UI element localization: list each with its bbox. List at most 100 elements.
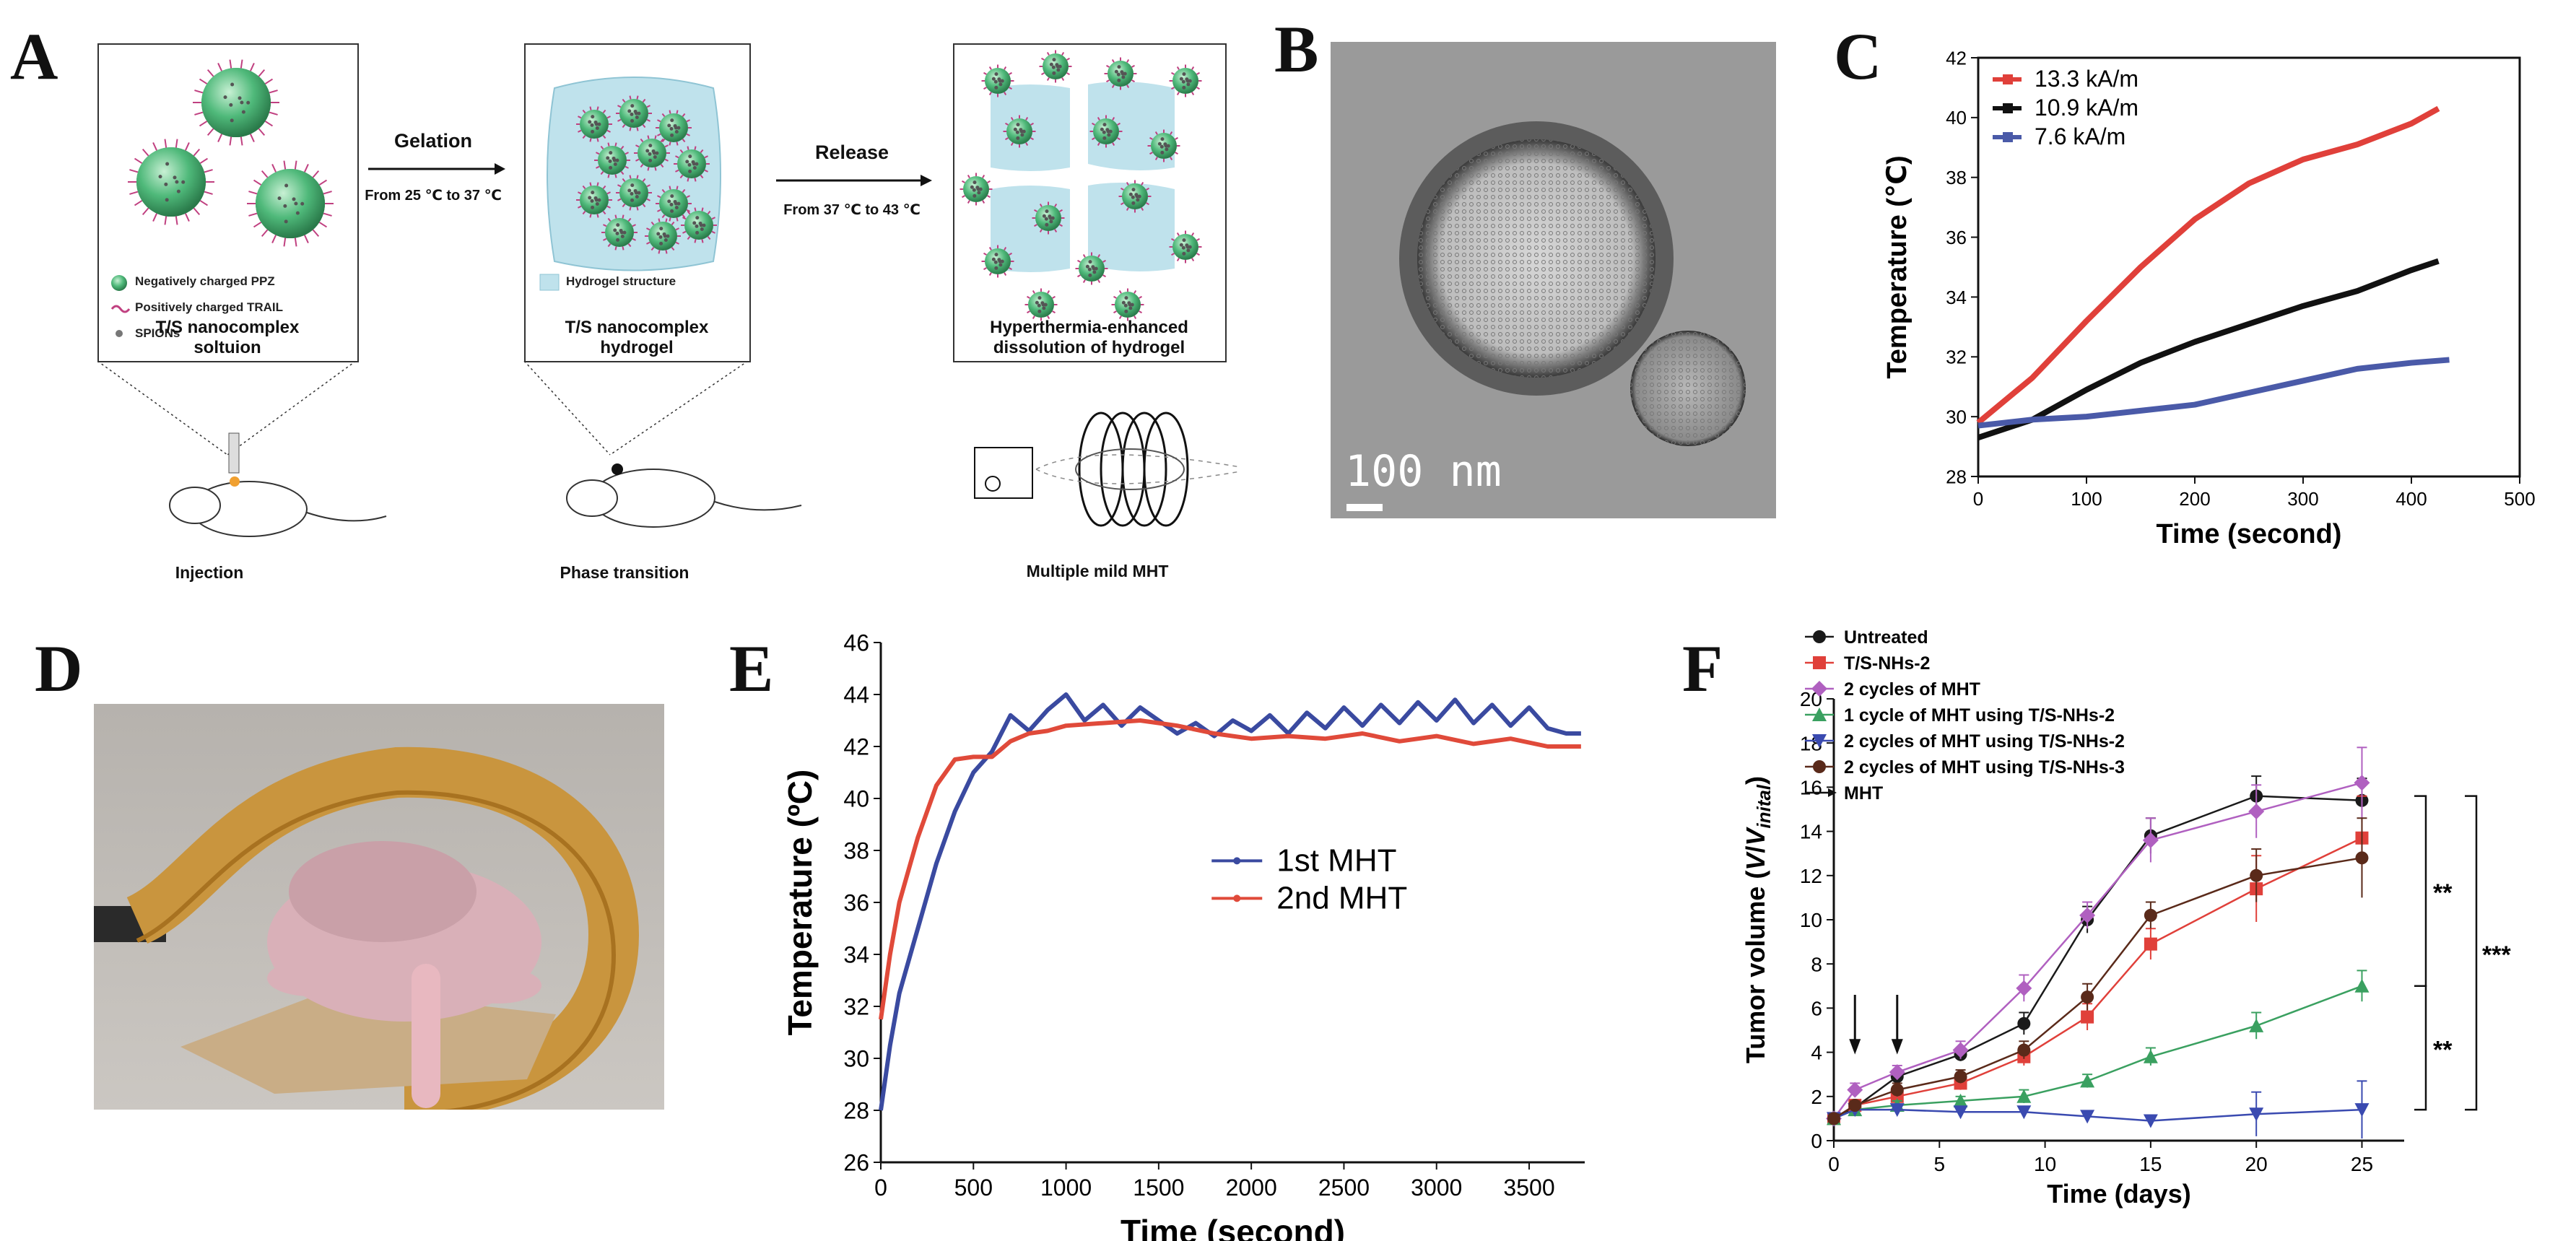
arrow1-label: Gelation — [393, 130, 472, 152]
x-tick-label: 3000 — [1411, 1175, 1462, 1201]
data-point — [1890, 1083, 1904, 1097]
data-point — [1953, 1105, 1968, 1120]
x-axis-label: Time (days) — [2047, 1179, 2190, 1209]
legend-label-1: 10.9 kA/m — [2035, 95, 2138, 121]
x-tick-label: 1000 — [1040, 1175, 1092, 1201]
x-tick-label: 0 — [1973, 488, 1983, 510]
box-nanocomplex-solution: Negatively charged PPZ Positively charge… — [97, 43, 359, 362]
series-line-0 — [1833, 795, 2362, 1120]
box-nanocomplex-hydrogel: Hydrogel structure — [524, 43, 751, 362]
x-tick-label: 500 — [2504, 488, 2535, 510]
data-point — [2250, 868, 2263, 882]
data-point — [2016, 1089, 2032, 1103]
data-point — [1827, 1112, 1840, 1125]
legend-marker-0 — [1233, 857, 1241, 865]
step-phase-transition: Phase transition — [560, 563, 689, 582]
x-tick-label: 1500 — [1133, 1175, 1184, 1201]
x-tick-label: 100 — [2071, 488, 2102, 510]
step-injection: Injection — [175, 563, 244, 582]
data-point — [1952, 1042, 1969, 1058]
data-point — [1953, 1093, 1968, 1107]
legend-label-2: 7.6 kA/m — [2035, 123, 2125, 149]
legend-label-0: Untreated — [1844, 627, 1928, 648]
y-tick-label: 34 — [843, 942, 869, 968]
data-point — [2081, 990, 2094, 1004]
x-tick-label: 10 — [2034, 1153, 2056, 1175]
legend-marker-2 — [1811, 681, 1827, 697]
legend-label-4: 2 cycles of MHT using T/S-NHs-2 — [1844, 731, 2125, 752]
series-line-2 — [1832, 782, 2362, 1120]
y-tick-label: 10 — [1800, 909, 1822, 931]
y-tick-label: 2 — [1811, 1086, 1822, 1108]
y-tick-label: 38 — [843, 838, 869, 864]
arrow1-sub: From 25 ℃ to 37 ℃ — [365, 188, 502, 204]
mouse-illustrations — [97, 361, 1238, 537]
y-tick-label: 42 — [1946, 47, 1967, 69]
series-line-5 — [1833, 857, 2362, 1120]
x-tick-label: 300 — [2287, 488, 2318, 510]
arrow1-icon — [368, 163, 505, 175]
legend-marker-5 — [1813, 760, 1826, 773]
hydrogel-illustration — [539, 77, 721, 291]
data-point — [1889, 1103, 1905, 1118]
panel-letter-a: A — [10, 19, 58, 93]
data-point — [2248, 804, 2265, 820]
data-point — [2142, 832, 2159, 848]
legend-marker-0 — [1813, 630, 1826, 643]
x-tick-label: 3500 — [1503, 1175, 1554, 1201]
y-tick-label: 6 — [1811, 997, 1822, 1019]
y-tick-label: 14 — [1800, 821, 1822, 843]
data-point — [2249, 1018, 2264, 1032]
y-tick-label: 32 — [1946, 347, 1967, 368]
x-tick-label: 500 — [954, 1175, 993, 1201]
y-axis-label: Temperature (℃) — [1882, 155, 1913, 378]
y-axis-label: Temperature (ºC) — [787, 770, 819, 1036]
data-point — [1848, 1099, 1862, 1112]
y-tick-label: 28 — [843, 1098, 869, 1124]
x-axis-label: Time (second) — [2157, 519, 2342, 549]
dissolution-illustration — [960, 50, 1202, 321]
y-axis-label: Tumor volume (V/Vinital) — [1741, 776, 1775, 1063]
bracket-top — [2414, 795, 2427, 988]
data-point — [1847, 1081, 1863, 1098]
y-tick-label: 40 — [1946, 107, 1967, 129]
box-hydrogel-dissolution — [953, 43, 1227, 362]
series-line-0 — [1976, 105, 2440, 425]
x-tick-label: 15 — [2139, 1153, 2162, 1175]
y-tick-label: 32 — [843, 994, 869, 1020]
data-point — [2354, 978, 2370, 993]
sig-all: *** — [2482, 941, 2511, 969]
data-point — [2016, 1105, 2032, 1120]
scale-bar-label: 100 nm — [1345, 446, 1502, 497]
data-point — [1889, 1064, 1905, 1081]
legend-label-3: 1 cycle of MHT using T/S-NHs-2 — [1844, 705, 2115, 726]
legend-marker-4 — [1812, 734, 1827, 748]
x-tick-label: 20 — [2245, 1153, 2268, 1175]
y-tick-label: 40 — [843, 786, 869, 812]
data-point — [2143, 1114, 2158, 1128]
panel-letter-f: F — [1682, 632, 1723, 705]
arrow2-sub: From 37 ℃ to 43 ℃ — [783, 202, 921, 218]
y-tick-label: 8 — [1811, 953, 1822, 975]
mht-arrow-head-1 — [1891, 1039, 1903, 1055]
legend-label-1: 2nd MHT — [1276, 880, 1407, 915]
y-tick-label: 42 — [843, 734, 869, 760]
legend-marker-3 — [1812, 707, 1827, 721]
legend-marker-1 — [2003, 103, 2013, 113]
data-point — [2080, 1074, 2095, 1088]
data-point — [2144, 937, 2157, 951]
data-point — [2143, 1049, 2158, 1063]
x-tick-label: 400 — [2396, 488, 2427, 510]
series-line-1 — [1977, 258, 2440, 440]
panel-letter-e: E — [729, 632, 774, 705]
mht-arrow-head-0 — [1849, 1039, 1861, 1055]
mouse-phase — [566, 463, 802, 528]
data-point — [1954, 1070, 1967, 1084]
chart-e: 0 500 1000 1500 2000 2500 3000 3500 26 28 30 32 34 36… — [787, 630, 1585, 1241]
series-line-0 — [879, 692, 1581, 1111]
x-tick-label: 200 — [2179, 488, 2210, 510]
mouse-injection — [169, 432, 387, 537]
y-tick-label: 30 — [843, 1046, 869, 1072]
legend-marker-1 — [1813, 656, 1826, 669]
